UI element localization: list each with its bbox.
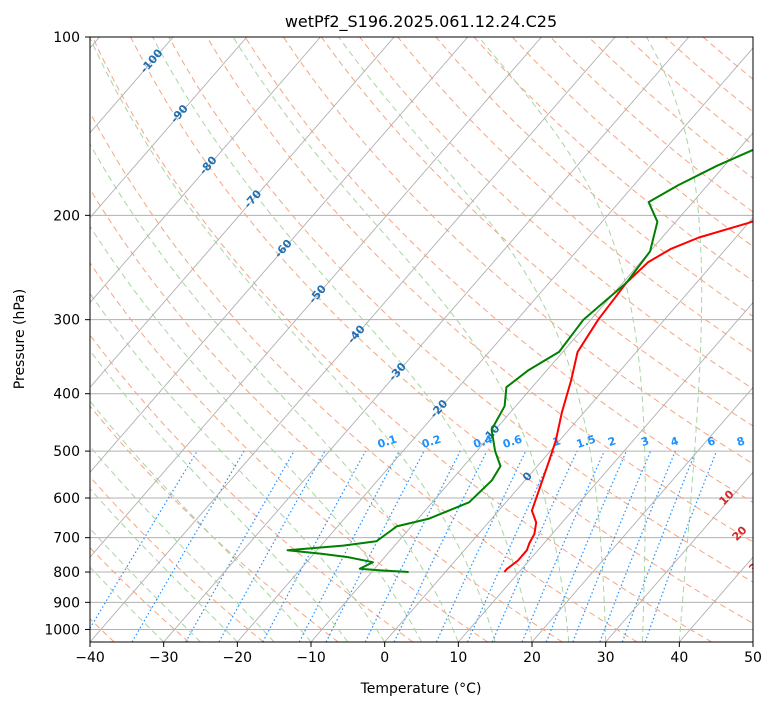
dry-adiabat [244,37,753,504]
y-tick-label: 1000 [44,622,80,638]
x-tick-label: −40 [75,650,105,666]
moist-adiabat [90,527,201,642]
mixing-ratio-label: 0.4 [472,432,495,450]
mixing-ratio-label: 2 [606,434,617,449]
dry-adiabat [168,37,753,583]
dry-adiabat [206,37,753,543]
mixing-ratio-line [521,450,605,642]
mixing-ratio-label: 0.2 [420,433,443,451]
sounding-series [286,148,753,573]
y-tick-label: 800 [53,565,80,581]
plot-area: -100-90-80-70-60-50-40-30-20-100 1020304… [90,37,766,642]
moist-adiabat-label: 30 [746,555,766,575]
mixing-ratio-lines [90,450,718,642]
moist-adiabat [90,37,496,642]
moist-adiabat [338,37,607,642]
y-tick-label: 400 [53,387,80,403]
x-axis-ticks: −40 −30 −20 −10 0 10 20 30 40 50 [75,642,762,666]
y-axis-label: Pressure (hPa) [12,289,28,389]
mixing-ratio-line [218,450,326,642]
moist-adiabat [478,37,646,642]
isotherm-line [90,37,542,558]
isotherm-line [531,386,753,642]
isotherm-line [90,37,395,389]
dry-adiabat [90,546,190,642]
mixing-ratio-line [364,450,461,642]
dewpoint-profile [286,148,753,573]
dry-adiabat [435,37,753,318]
y-tick-label: 700 [53,531,80,547]
mixing-ratio-label: 3 [639,434,650,449]
moist-adiabat [90,566,165,642]
dry-adiabat [397,37,753,353]
mixing-ratio-label: 6 [706,434,718,449]
y-tick-label: 500 [53,444,80,460]
x-tick-label: −10 [296,650,326,666]
isotherm-line [310,132,753,642]
mixing-ratio-line [572,450,652,642]
isotherm-line [163,37,690,642]
dry-adiabat [90,476,264,642]
moist-adiabat [90,143,459,642]
moist-adiabat [90,225,422,642]
isotherm-line [605,471,753,642]
pressure-gridlines [90,37,753,630]
dry-adiabat [90,188,563,642]
temperature-profile [503,220,753,573]
mixing-ratio-label: 0.1 [376,433,399,451]
x-tick-label: 40 [670,650,688,666]
moist-adiabat [90,349,349,642]
mixing-ratio-line [545,450,627,642]
y-tick-label: 900 [53,595,80,611]
dry-adiabat [90,262,488,642]
x-tick-label: −30 [149,650,179,666]
isotherm-line [457,301,753,642]
x-tick-label: 10 [449,650,467,666]
mixing-ratio-line [90,450,198,630]
x-tick-label: −20 [223,650,253,666]
mixing-ratio-line [599,450,676,642]
isotherms [90,37,753,642]
isotherm-line [236,47,753,642]
mixing-ratio-labels: 0.10.20.40.611.52346810131620253036 [376,432,747,451]
chart-title: wetPf2_S196.2025.061.12.24.C25 [285,12,557,32]
mixing-ratio-label: 1.5 [575,433,598,451]
y-tick-label: 600 [53,491,80,507]
mixing-ratio-line [621,450,697,642]
isotherm-line [90,37,469,473]
moist-adiabat [90,445,275,642]
isotherm-line [90,37,321,304]
mixing-ratio-line [262,450,367,642]
plot-frame [89,36,754,643]
x-tick-label: 30 [597,650,615,666]
dry-adiabat [92,37,712,642]
moist-adiabat [232,37,570,642]
y-axis-ticks: 100 200 300 400 500 600 700 800 900 1000 [44,30,90,638]
x-tick-label: 50 [744,650,762,666]
moist-adiabat [90,487,238,642]
y-tick-label: 300 [53,313,80,329]
moist-adiabat [90,400,312,642]
y-tick-label: 100 [53,30,80,46]
dry-adiabat [90,111,638,642]
moist-adiabat [90,292,386,642]
mixing-ratio-label: 4 [669,434,681,449]
isotherm-line [90,37,616,642]
x-tick-label: 20 [523,650,541,666]
isotherm-line [384,216,753,642]
mixing-ratio-line [466,450,555,642]
y-tick-label: 200 [53,208,80,224]
mixing-ratio-label: 8 [735,434,746,449]
isotherm-line [90,37,248,219]
x-tick-label: 0 [380,650,389,666]
mixing-ratio-line [644,450,718,642]
moist-adiabat [646,37,703,642]
x-axis-label: Temperature (°C) [360,681,482,697]
dry-adiabat [90,405,339,642]
mixing-ratio-label: 1 [551,434,562,449]
mixing-ratio-label: 0.6 [501,432,524,450]
